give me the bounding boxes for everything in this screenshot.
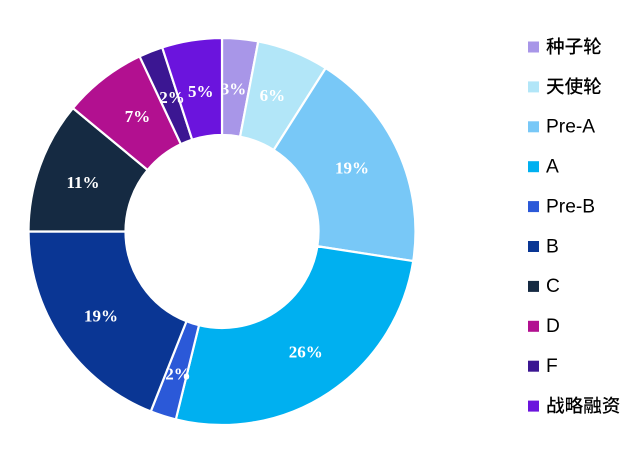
svg-text:F: F [546, 356, 558, 377]
svg-text:Pre-A: Pre-A [546, 117, 595, 138]
svg-text:A: A [546, 157, 559, 178]
svg-text:3%: 3% [221, 80, 247, 99]
svg-text:11%: 11% [66, 173, 99, 192]
svg-text:6%: 6% [260, 86, 286, 105]
svg-text:19%: 19% [335, 159, 369, 178]
svg-text:7%: 7% [125, 107, 151, 126]
svg-text:2%: 2% [165, 365, 191, 384]
svg-text:19%: 19% [84, 307, 118, 326]
svg-text:B: B [546, 236, 559, 257]
svg-text:Pre-B: Pre-B [546, 196, 595, 217]
svg-text:5%: 5% [188, 82, 214, 101]
svg-text:D: D [546, 316, 560, 337]
svg-text:C: C [546, 276, 560, 297]
svg-text:26%: 26% [289, 343, 323, 362]
svg-text:2%: 2% [159, 88, 185, 107]
